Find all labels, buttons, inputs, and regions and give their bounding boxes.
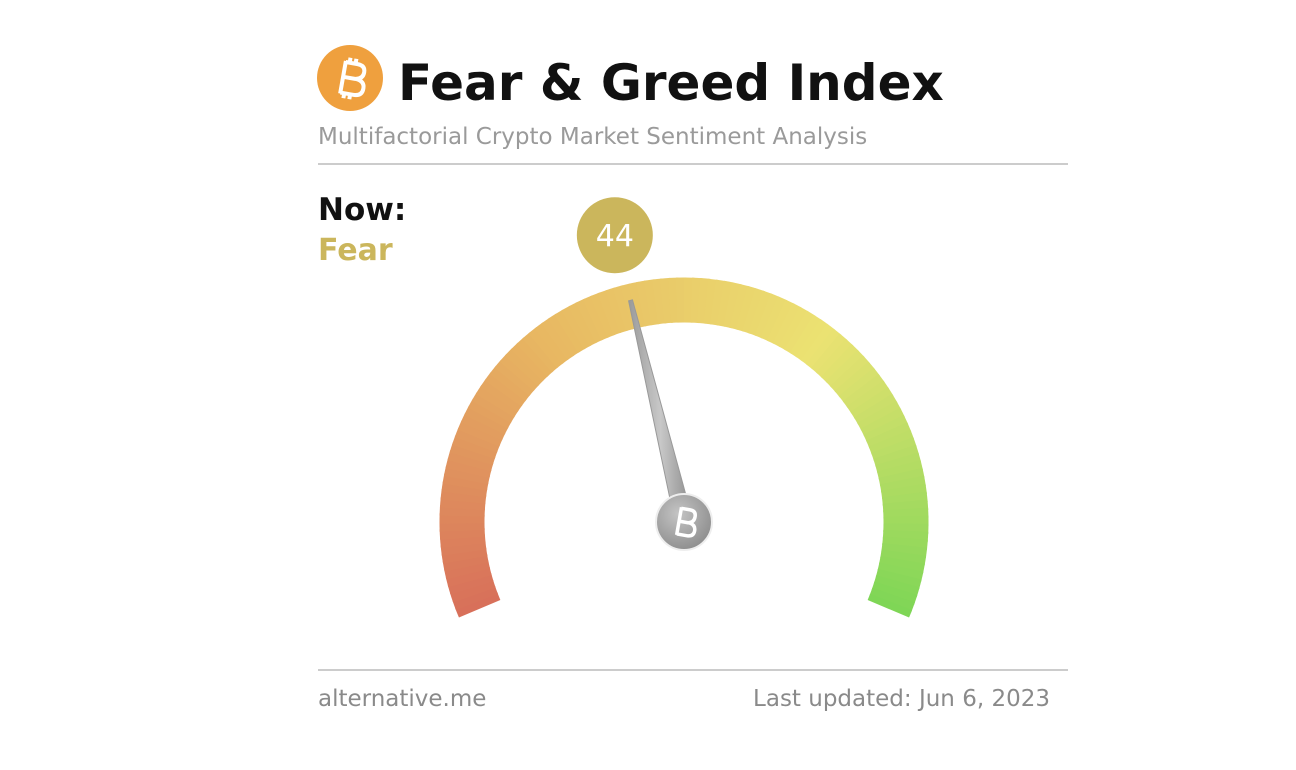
value-badge <box>576 197 653 274</box>
now-label: Now: <box>318 192 406 228</box>
logo <box>317 45 383 111</box>
updated: Last updated: Jun 6, 2023 <box>753 686 1050 712</box>
pivot-icon <box>674 506 697 538</box>
gauge: 44 <box>439 197 929 618</box>
value-label: 44 <box>596 219 634 254</box>
title: Fear & Greed Index <box>398 54 944 112</box>
gauge-arc <box>867 593 913 618</box>
needle <box>628 299 694 525</box>
source: alternative.me <box>318 686 486 712</box>
classification: Fear <box>318 233 393 268</box>
subtitle: Multifactorial Crypto Market Sentiment A… <box>318 124 867 150</box>
